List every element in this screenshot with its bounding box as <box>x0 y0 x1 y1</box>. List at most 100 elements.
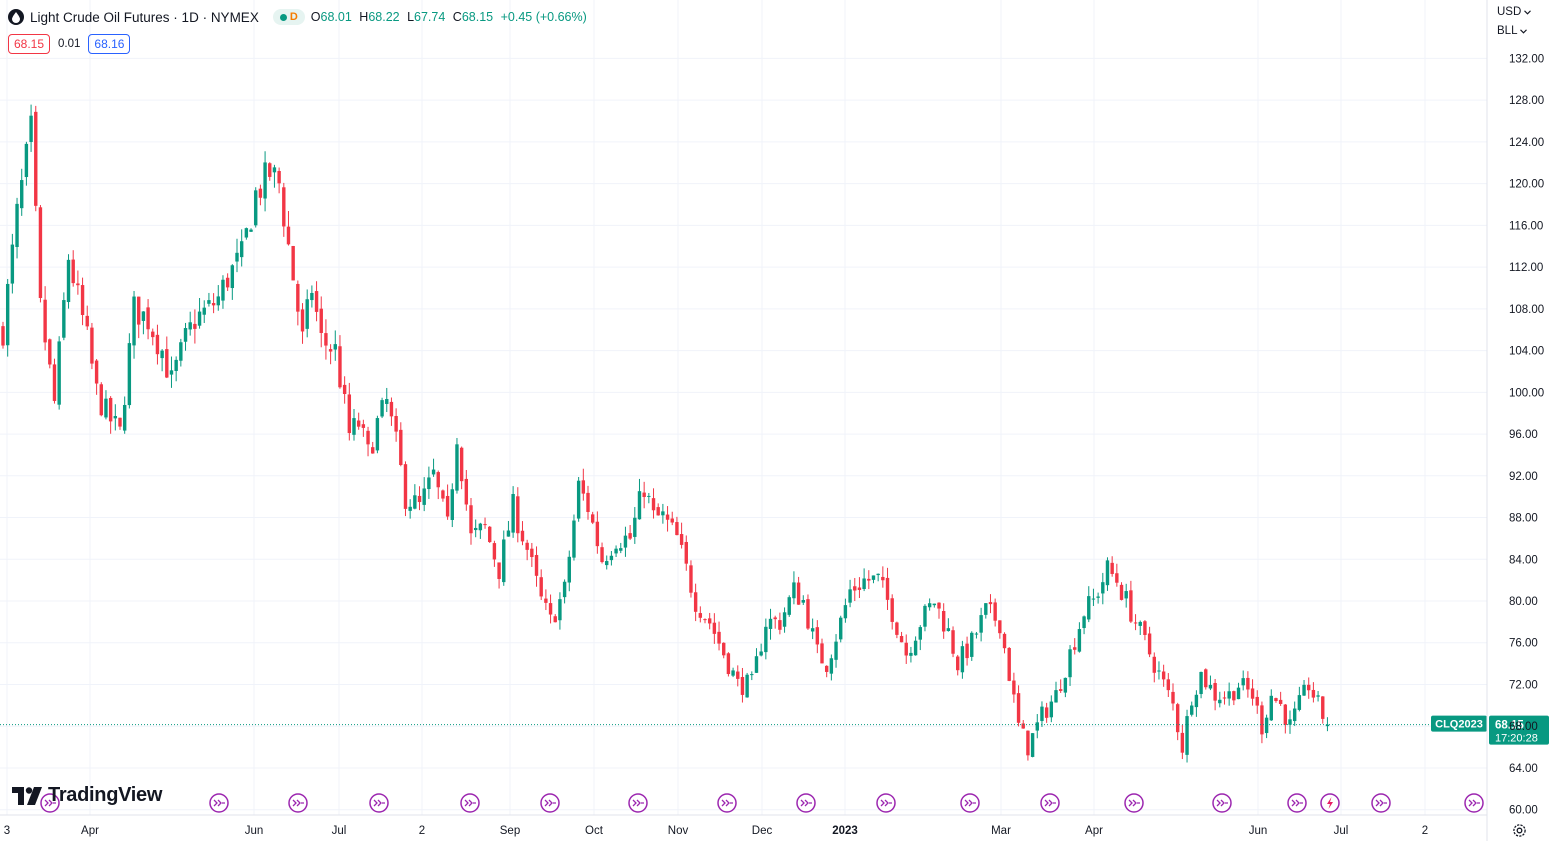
earnings-flash-icon[interactable] <box>1320 793 1340 813</box>
event-icon[interactable] <box>460 793 480 813</box>
candle <box>684 535 688 571</box>
price-tick-label: 128.00 <box>1509 95 1544 107</box>
candle <box>1026 730 1030 761</box>
candle <box>1241 670 1245 691</box>
price-tick-label: 96.00 <box>1509 429 1538 441</box>
unit-selector[interactable]: BLL <box>1497 25 1528 37</box>
candle <box>675 516 679 536</box>
event-icon[interactable] <box>1124 793 1144 813</box>
event-icon[interactable] <box>1040 793 1060 813</box>
market-status-badge[interactable]: D <box>272 9 305 25</box>
event-icon[interactable] <box>1464 793 1484 813</box>
candle <box>174 356 178 382</box>
candle <box>1044 702 1049 723</box>
symbol-title[interactable]: Light Crude Oil Futures · 1D · NYMEX <box>30 9 259 25</box>
candle <box>506 520 511 537</box>
candle <box>333 330 337 361</box>
candle <box>305 289 309 338</box>
event-icon[interactable] <box>1371 793 1391 813</box>
last-price-tag <box>1489 715 1549 745</box>
currency-selector[interactable]: USD <box>1497 6 1532 18</box>
candle <box>787 595 791 617</box>
price-change: +0.45 (+0.66%) <box>500 10 587 24</box>
candle <box>375 415 380 454</box>
candle <box>1016 685 1021 727</box>
candle <box>76 270 80 295</box>
candle <box>1152 652 1156 683</box>
candle <box>1058 679 1063 693</box>
candle <box>637 478 642 520</box>
price-tick-label: 108.00 <box>1509 304 1544 316</box>
candle <box>1190 701 1194 717</box>
candle <box>544 589 548 611</box>
candle <box>707 612 712 630</box>
event-icon[interactable] <box>717 793 737 813</box>
trade-panel: 68.15 0.01 68.16 <box>8 33 131 54</box>
event-icon[interactable] <box>876 793 896 813</box>
time-tick-label: Jun <box>1249 825 1268 837</box>
price-tick-label: 76.00 <box>1509 638 1538 650</box>
event-icon[interactable] <box>628 793 648 813</box>
candle <box>300 303 305 344</box>
event-icon[interactable] <box>40 793 60 813</box>
candle <box>698 606 703 623</box>
candle <box>403 461 408 517</box>
price-tick-label: 68.00 <box>1509 721 1538 733</box>
candle <box>534 546 539 587</box>
candle <box>717 621 721 651</box>
candle <box>895 621 899 639</box>
candle <box>932 603 937 608</box>
candle <box>1180 724 1185 760</box>
candle <box>394 408 398 442</box>
candle <box>984 603 988 619</box>
event-icon[interactable] <box>960 793 980 813</box>
candle <box>5 278 10 357</box>
candle <box>670 511 674 526</box>
candle <box>239 229 244 267</box>
event-icon[interactable] <box>540 793 560 813</box>
event-icon[interactable] <box>209 793 229 813</box>
candle <box>824 665 829 678</box>
candle <box>988 594 993 614</box>
candle <box>254 187 258 228</box>
candle <box>29 104 33 152</box>
tradingview-logo[interactable]: TradingView <box>12 784 162 807</box>
event-icon[interactable] <box>369 793 389 813</box>
candle <box>413 484 417 510</box>
candle <box>169 356 174 388</box>
price-tick-label: 120.00 <box>1509 179 1544 191</box>
candle <box>941 603 946 639</box>
candle <box>525 539 529 561</box>
candle <box>1227 682 1231 706</box>
candle <box>291 245 295 281</box>
event-icon[interactable] <box>1212 793 1232 813</box>
candle <box>183 322 188 351</box>
sell-button[interactable]: 68.15 <box>8 33 51 54</box>
candle <box>38 205 43 303</box>
candle <box>993 598 997 627</box>
candle <box>796 576 801 605</box>
candle <box>923 604 927 632</box>
candle <box>1218 691 1222 708</box>
price-tick-label: 112.00 <box>1509 262 1543 274</box>
candle <box>1077 622 1082 653</box>
event-icon[interactable] <box>288 793 308 813</box>
candle <box>1002 632 1007 654</box>
candle <box>464 469 469 511</box>
gear-icon[interactable] <box>1511 822 1528 839</box>
tradingview-logo-icon <box>12 786 42 805</box>
candle <box>614 545 618 558</box>
candle <box>352 408 356 441</box>
candle <box>562 579 567 604</box>
buy-button[interactable]: 68.16 <box>88 33 131 54</box>
chart-grid <box>0 0 1487 815</box>
candle <box>1129 580 1133 624</box>
candle <box>263 151 267 212</box>
candle <box>15 197 19 259</box>
candle <box>488 525 492 543</box>
candle <box>366 426 370 457</box>
event-icon[interactable] <box>796 793 816 813</box>
candle <box>1124 583 1128 608</box>
event-icon[interactable] <box>1287 793 1307 813</box>
